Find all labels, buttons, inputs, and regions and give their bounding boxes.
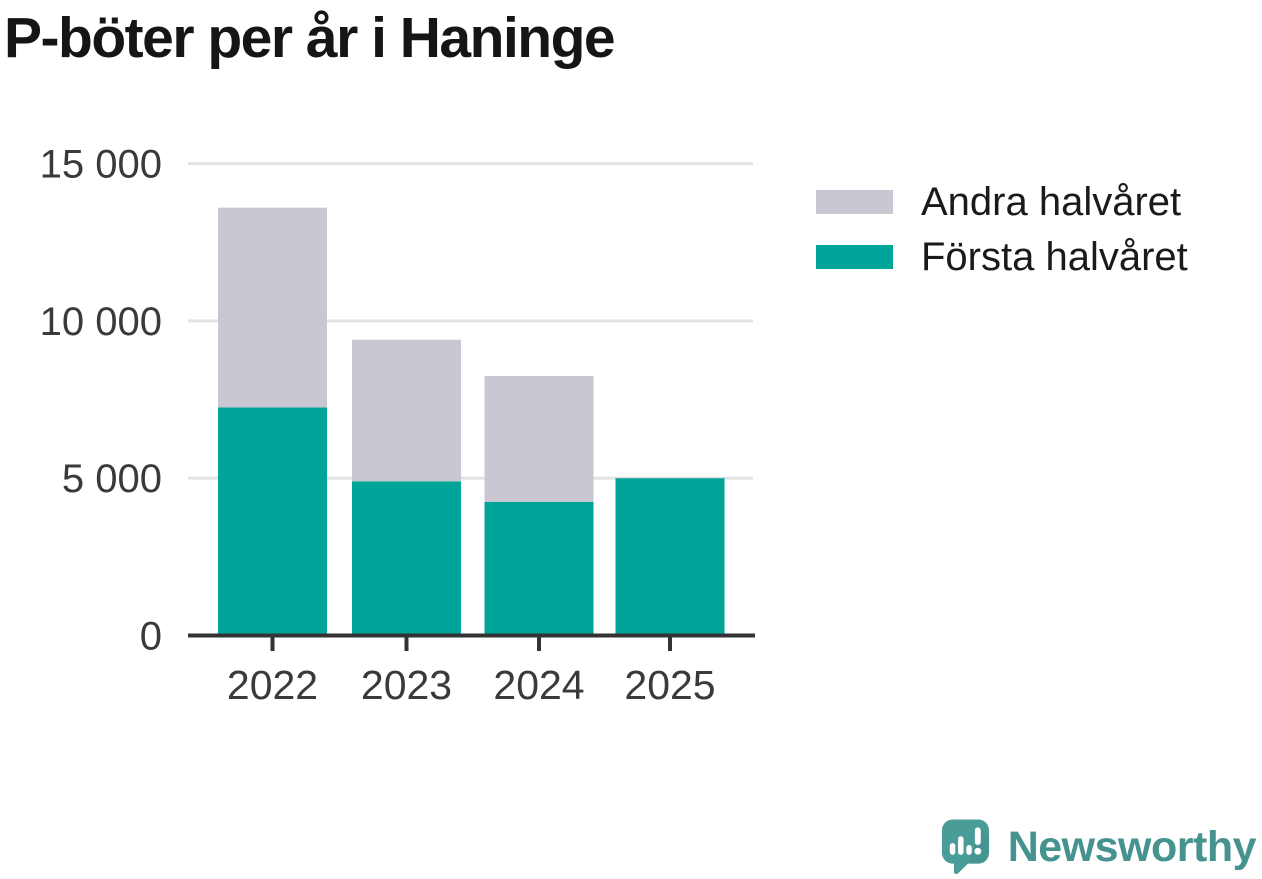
legend-item-andra-halvaret: Andra halvåret	[816, 179, 1188, 224]
x-tick-label-2022: 2022	[227, 662, 318, 708]
x-tick-label-2025: 2025	[624, 662, 715, 708]
y-tick-label-0: 0	[140, 615, 162, 659]
legend-label-forsta-halvaret: Första halvåret	[921, 234, 1188, 279]
newsworthy-wordmark: Newsworthy	[1007, 823, 1257, 871]
x-tick-2025	[668, 637, 672, 651]
x-axis-line	[188, 633, 755, 638]
bar-2022-andra-halvaret	[218, 207, 327, 408]
legend-label-andra-halvaret: Andra halvåret	[921, 179, 1182, 224]
legend: Andra halvåret Första halvåret	[816, 179, 1188, 292]
x-tick-label-2023: 2023	[361, 662, 452, 708]
bar-2023-forsta-halvaret	[352, 481, 461, 636]
bar-2025-forsta-halvaret	[615, 478, 725, 636]
x-tick-2024	[537, 637, 541, 651]
x-tick-label-2024: 2024	[493, 662, 584, 708]
bar-2024-andra-halvaret	[484, 375, 594, 502]
gridline-5000	[188, 476, 753, 480]
chart-title: P-böter per år i Haninge	[4, 6, 616, 70]
y-tick-label-5000: 5 000	[62, 457, 162, 501]
y-tick-label-10000: 10 000	[40, 300, 162, 344]
bar-2024-forsta-halvaret	[484, 501, 594, 636]
x-tick-2023	[404, 637, 409, 651]
y-tick-label-15000: 15 000	[40, 143, 162, 187]
newsworthy-branding: Newsworthy	[941, 817, 1257, 877]
legend-swatch-forsta-halvaret	[816, 245, 893, 269]
gridline-10000	[188, 319, 753, 323]
legend-item-forsta-halvaret: Första halvåret	[816, 234, 1188, 279]
bar-2022-forsta-halvaret	[218, 407, 327, 636]
gridline-15000	[188, 162, 753, 166]
bar-2023-andra-halvaret	[352, 339, 461, 482]
x-tick-2022	[270, 637, 275, 651]
newsworthy-logo-icon	[941, 819, 989, 874]
legend-swatch-andra-halvaret	[816, 190, 893, 214]
